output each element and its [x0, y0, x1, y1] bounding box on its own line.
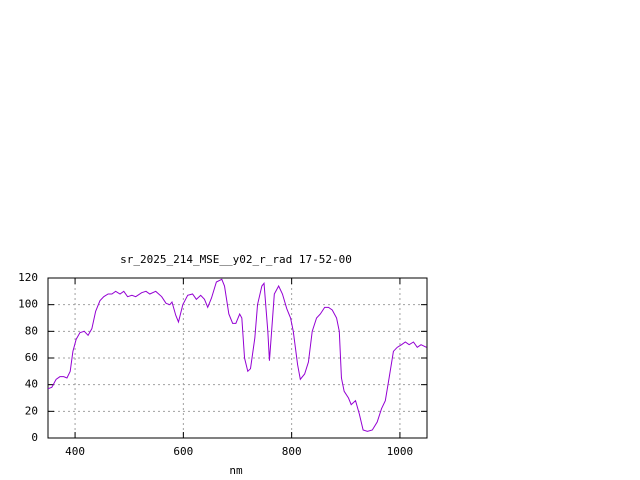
y-tick-label: 100 — [18, 298, 38, 311]
y-tick-label: 60 — [25, 351, 38, 364]
y-tick-label: 80 — [25, 324, 38, 337]
y-tick-label: 120 — [18, 271, 38, 284]
x-axis-label: nm — [229, 464, 243, 477]
plot-frame — [47, 277, 428, 439]
x-tick-label: 800 — [282, 445, 302, 458]
chart-title: sr_2025_214_MSE__y02_r_rad 17-52-00 — [120, 253, 352, 266]
x-tick-label: 600 — [173, 445, 193, 458]
y-tick-label: 0 — [31, 431, 38, 444]
x-tick-label: 1000 — [387, 445, 414, 458]
y-tick-label: 20 — [25, 404, 38, 417]
x-tick-label: 400 — [65, 445, 85, 458]
data-line — [47, 278, 427, 432]
y-tick-label: 40 — [25, 378, 38, 391]
